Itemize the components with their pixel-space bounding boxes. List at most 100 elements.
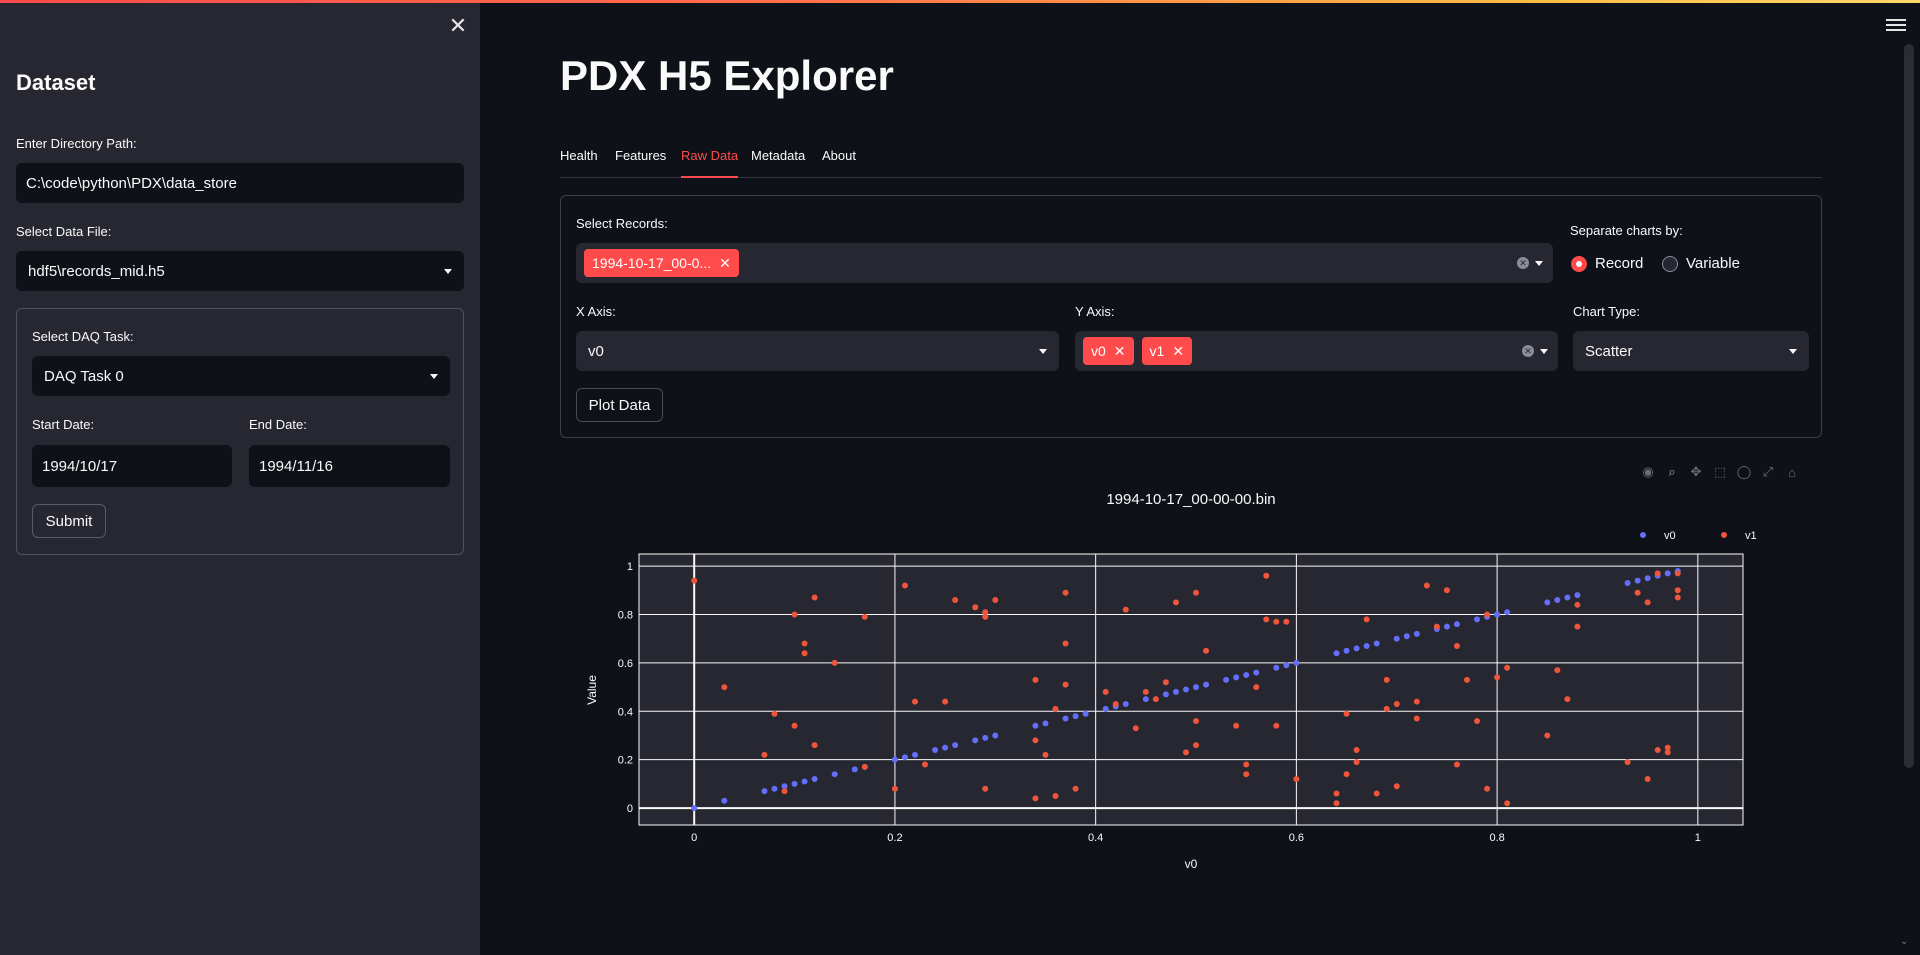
radio-record-label: Record bbox=[1595, 255, 1644, 272]
lasso-select-icon[interactable]: ◯ bbox=[1736, 464, 1752, 479]
data-point-v1 bbox=[1664, 749, 1671, 756]
data-point-v0 bbox=[932, 746, 939, 753]
data-point-v0 bbox=[891, 756, 898, 763]
data-point-v1 bbox=[1182, 749, 1189, 756]
data-point-v0 bbox=[1072, 713, 1079, 720]
y-tick-label: 0 bbox=[627, 803, 633, 815]
data-point-v1 bbox=[1453, 761, 1460, 768]
yaxis-chip-label: v0 bbox=[1091, 343, 1106, 359]
pan-icon[interactable]: ✥ bbox=[1690, 464, 1702, 479]
data-point-v1 bbox=[1504, 664, 1511, 671]
radio-record[interactable]: Record bbox=[1571, 255, 1643, 272]
chevron-down-icon[interactable] bbox=[1535, 260, 1543, 266]
data-point-v0 bbox=[1172, 688, 1179, 695]
data-point-v0 bbox=[1484, 613, 1491, 620]
remove-chip-icon[interactable]: ✕ bbox=[1172, 342, 1185, 359]
x-tick-label: 0.2 bbox=[887, 832, 902, 844]
data-point-v1 bbox=[1644, 599, 1651, 606]
data-point-v0 bbox=[1102, 705, 1109, 712]
tab-about[interactable]: About bbox=[822, 148, 856, 163]
hamburger-menu-icon[interactable] bbox=[1886, 16, 1906, 34]
daq-form bbox=[16, 308, 464, 555]
data-point-v1 bbox=[1052, 792, 1059, 799]
data-point-v0 bbox=[982, 734, 989, 741]
data-point-v1 bbox=[1494, 674, 1501, 681]
data-point-v1 bbox=[1062, 640, 1069, 647]
zoom-icon[interactable]: ⌕ bbox=[1668, 464, 1676, 479]
clear-all-icon[interactable]: ✕ bbox=[1522, 345, 1534, 357]
start-date-input[interactable]: 1994/10/17 bbox=[32, 445, 232, 487]
remove-chip-icon[interactable]: ✕ bbox=[1113, 342, 1126, 359]
data-point-v1 bbox=[1142, 688, 1149, 695]
data-point-v1 bbox=[1343, 710, 1350, 717]
data-point-v1 bbox=[1233, 722, 1240, 729]
xaxis-select[interactable]: v0 bbox=[576, 331, 1059, 371]
data-point-v1 bbox=[801, 640, 808, 647]
data-point-v1 bbox=[901, 582, 908, 589]
data-point-v1 bbox=[831, 659, 838, 666]
close-icon[interactable]: ✕ bbox=[448, 13, 468, 38]
scroll-down-icon[interactable]: ⌄ bbox=[1900, 936, 1909, 947]
tab-health[interactable]: Health bbox=[560, 148, 598, 163]
plot-area bbox=[638, 553, 1744, 826]
data-point-v0 bbox=[1032, 722, 1039, 729]
radio-variable[interactable]: Variable bbox=[1662, 255, 1740, 272]
data-point-v1 bbox=[1484, 785, 1491, 792]
data-point-v1 bbox=[1383, 676, 1390, 683]
data-point-v0 bbox=[1243, 671, 1250, 678]
data-point-v1 bbox=[1393, 783, 1400, 790]
plot-data-button[interactable]: Plot Data bbox=[576, 388, 663, 422]
data-point-v1 bbox=[1634, 589, 1641, 596]
tab-metadata[interactable]: Metadata bbox=[751, 148, 806, 163]
grid bbox=[639, 554, 1743, 825]
data-point-v1 bbox=[1383, 705, 1390, 712]
clear-all-icon[interactable]: ✕ bbox=[1517, 257, 1529, 269]
directory-input[interactable]: C:\code\python\PDX\data_store bbox=[16, 163, 464, 203]
controls-panel bbox=[560, 195, 1822, 438]
data-point-v1 bbox=[771, 710, 778, 717]
tab-features[interactable]: Features bbox=[615, 148, 667, 163]
daq-label: Select DAQ Task: bbox=[32, 329, 134, 344]
data-point-v0 bbox=[1253, 669, 1260, 676]
data-point-v0 bbox=[1112, 703, 1119, 710]
data-point-v0 bbox=[1373, 640, 1380, 647]
radio-selected-icon bbox=[1571, 255, 1587, 272]
autoscale-icon[interactable]: ⤢ bbox=[1762, 464, 1774, 479]
data-point-v0 bbox=[801, 778, 808, 785]
data-point-v0 bbox=[952, 742, 959, 749]
remove-chip-icon[interactable]: ✕ bbox=[719, 254, 731, 271]
data-point-v1 bbox=[1674, 594, 1681, 601]
datafile-select[interactable]: hdf5\records_mid.h5 bbox=[16, 251, 464, 291]
data-point-v1 bbox=[1574, 601, 1581, 608]
chevron-down-icon bbox=[1789, 348, 1797, 354]
daq-select[interactable]: DAQ Task 0 bbox=[32, 356, 450, 396]
chevron-down-icon[interactable] bbox=[1540, 348, 1548, 354]
yaxis-multiselect[interactable]: v0 ✕ v1 ✕ ✕ bbox=[1075, 331, 1558, 371]
chevron-down-icon bbox=[1039, 348, 1047, 354]
record-chip[interactable]: 1994-10-17_00-0... ✕ bbox=[584, 249, 739, 277]
reset-axes-icon[interactable]: ⌂ bbox=[1788, 464, 1796, 480]
camera-icon[interactable]: ◉ bbox=[1642, 464, 1654, 479]
yaxis-chip-label: v1 bbox=[1149, 343, 1165, 359]
data-point-v1 bbox=[1132, 725, 1139, 732]
x-tick-label: 0.4 bbox=[1088, 832, 1103, 844]
data-point-v0 bbox=[1624, 580, 1631, 587]
chart-title: 1994-10-17_00-00-00.bin bbox=[1106, 491, 1275, 508]
records-multiselect[interactable]: 1994-10-17_00-0... ✕ ✕ bbox=[576, 243, 1553, 283]
tab-raw-data[interactable]: Raw Data bbox=[681, 148, 739, 178]
data-point-v0 bbox=[831, 771, 838, 778]
legend-label: v1 bbox=[1745, 530, 1757, 542]
data-point-v0 bbox=[1042, 720, 1049, 727]
y-tick-label: 1 bbox=[627, 561, 633, 573]
box-select-icon[interactable]: ⬚ bbox=[1713, 464, 1727, 479]
yaxis-chip[interactable]: v0 ✕ bbox=[1083, 337, 1134, 365]
yaxis-chip[interactable]: v1 ✕ bbox=[1141, 337, 1193, 365]
data-point-v1 bbox=[1353, 759, 1360, 766]
end-date-input[interactable]: 1994/11/16 bbox=[249, 445, 450, 487]
charttype-select[interactable]: Scatter bbox=[1573, 331, 1809, 371]
data-point-v1 bbox=[972, 604, 979, 611]
data-point-v0 bbox=[1203, 681, 1210, 688]
data-point-v1 bbox=[1654, 570, 1661, 577]
submit-button[interactable]: Submit bbox=[32, 504, 106, 538]
scrollbar[interactable] bbox=[1904, 44, 1914, 768]
